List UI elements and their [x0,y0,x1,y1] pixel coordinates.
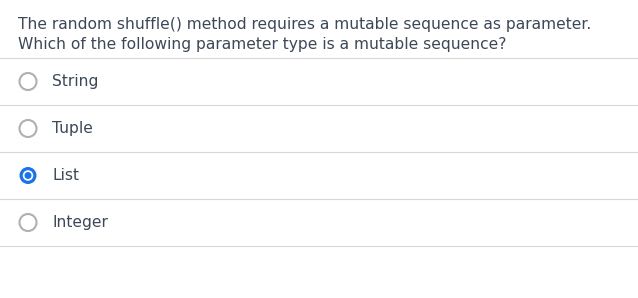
Text: String: String [52,74,98,89]
Circle shape [24,172,31,179]
Text: List: List [52,168,79,183]
Text: Tuple: Tuple [52,121,93,136]
Text: The random shuffle() method requires a mutable sequence as parameter.: The random shuffle() method requires a m… [18,17,591,32]
Circle shape [23,170,33,181]
Circle shape [20,73,36,90]
Circle shape [20,120,36,137]
Circle shape [20,214,36,231]
Text: Which of the following parameter type is a mutable sequence?: Which of the following parameter type is… [18,37,507,52]
Text: Integer: Integer [52,215,108,230]
Circle shape [20,167,36,184]
